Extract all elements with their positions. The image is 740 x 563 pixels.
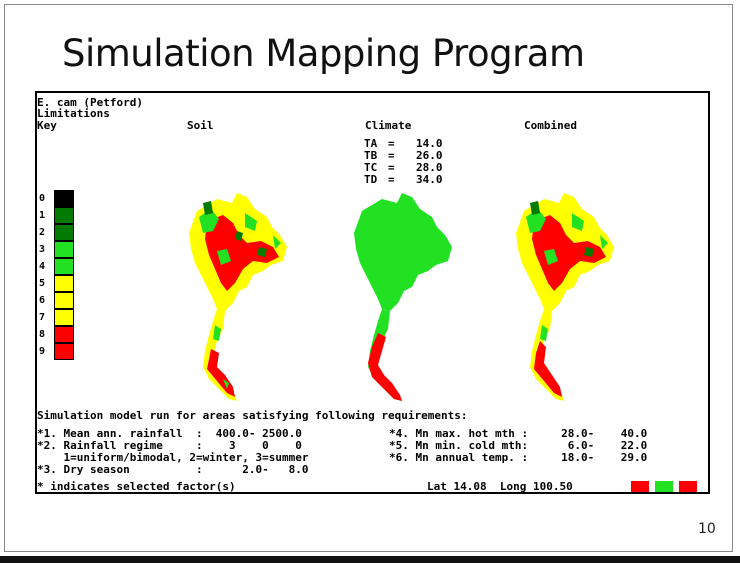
key-label-5: 5 [39,278,46,289]
param-ta-value: 14.0 [416,137,443,150]
param-tc-label: TC [364,161,378,174]
key-label-1: 1 [39,210,46,221]
key-label-6: 6 [39,295,46,306]
key-swatch-7 [54,309,74,326]
param-td-label: TD [364,173,378,186]
key-swatch-4 [54,258,74,275]
requirement-6: *6. Mn annual temp. : 18.0- 29.0 [389,451,648,464]
requirement-2-legend: 1=uniform/bimodal, 2=winter, 3=summer [37,451,309,464]
simulation-screen: E. cam (Petford) Limitations Key Soil Cl… [35,91,710,494]
requirement-3: *3. Dry season : 2.0- 8.0 [37,463,309,476]
key-label-7: 7 [39,312,46,323]
param-tc-value: 28.0 [416,161,443,174]
key-swatch-3 [54,241,74,258]
param-tb-eq: = [388,149,395,162]
key-label-0: 0 [39,193,46,204]
param-ta-eq: = [388,137,395,150]
combined-map [516,193,614,401]
key-swatch-0 [54,190,74,207]
requirements-heading: Simulation model run for areas satisfyin… [37,409,468,422]
climate-map [354,193,452,401]
panel-title-climate: Climate [365,119,412,132]
param-td-value: 34.0 [416,173,443,186]
key-label-3: 3 [39,244,46,255]
species-label: E. cam (Petford) [37,96,143,109]
key-label-2: 2 [39,227,46,238]
status-box-1 [631,481,649,492]
key-label-8: 8 [39,329,46,340]
key-label-4: 4 [39,261,46,272]
bottom-bar [0,556,740,563]
param-tb-label: TB [364,149,378,162]
status-box-3 [679,481,697,492]
key-heading: Key [37,119,57,132]
param-tb-value: 26.0 [416,149,443,162]
key-swatch-2 [54,224,74,241]
key-swatch-5 [54,275,74,292]
key-swatch-1 [54,207,74,224]
slide-frame [4,4,733,552]
param-tc-eq: = [388,161,395,174]
coordinates-readout: Lat 14.08 Long 100.50 [427,480,573,493]
requirement-1: *1. Mean ann. rainfall : 400.0- 2500.0 [37,427,302,440]
status-box-2 [655,481,673,492]
panel-title-combined: Combined [524,119,577,132]
key-swatch-8 [54,326,74,343]
param-td-eq: = [388,173,395,186]
requirement-5: *5. Mn min. cold mth: 6.0- 22.0 [389,439,648,452]
slide-title: Simulation Mapping Program [62,32,585,75]
requirement-2: *2. Rainfall regime : 3 0 0 [37,439,302,452]
param-ta-label: TA [364,137,378,150]
key-label-9: 9 [39,346,46,357]
soil-map [189,193,287,401]
page-number: 10 [698,521,716,537]
key-swatch-9 [54,343,74,360]
footer-note: * indicates selected factor(s) [37,480,236,493]
panel-title-soil: Soil [187,119,214,132]
key-swatch-6 [54,292,74,309]
limitations-label: Limitations [37,107,110,120]
requirement-4: *4. Mn max. hot mth : 28.0- 40.0 [389,427,648,440]
